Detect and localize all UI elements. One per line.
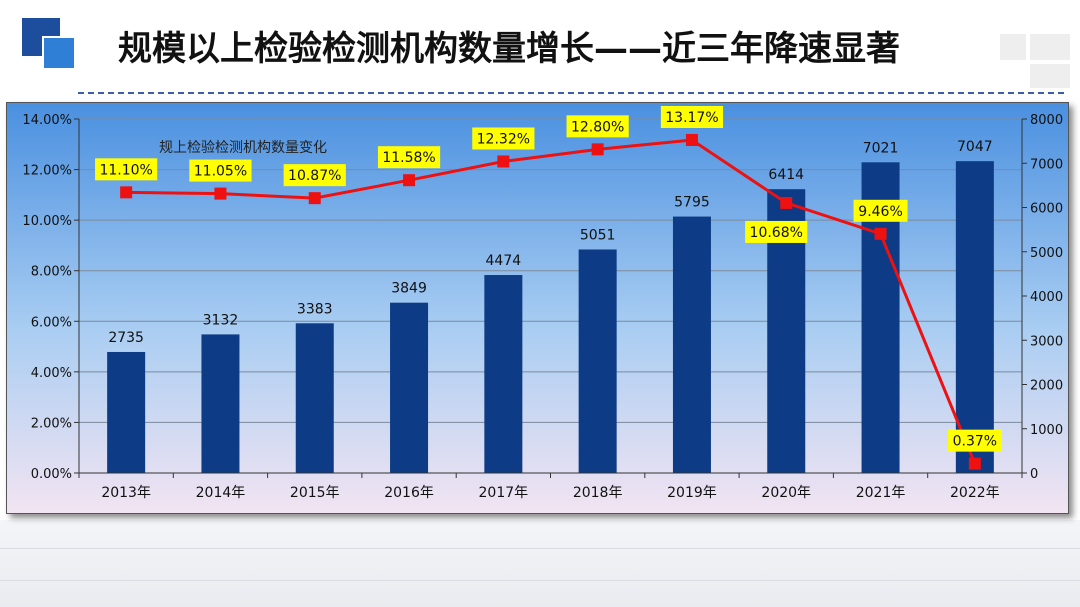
floor-line [0,580,1080,581]
decor-square [1030,34,1070,60]
rate-label: 12.80% [571,119,624,135]
y-right-tick-label: 1000 [1030,423,1063,438]
growth-rate-marker [591,143,604,156]
rate-label: 11.05% [194,164,247,180]
rate-label-box [283,164,346,187]
y-right-tick-label: 8000 [1030,113,1063,128]
growth-rate-marker [968,457,981,470]
y-right-tick-label: 4000 [1030,290,1063,305]
growth-rate-line [126,138,977,465]
growth-rate-marker [120,186,133,199]
page-title: 规模以上检验检测机构数量增长——近三年降速显著 [118,29,900,69]
bar [955,161,994,473]
y-left-tick-label: 14.00% [22,113,72,128]
x-tick-label: 2021年 [856,485,906,501]
growth-rate-marker [780,196,793,209]
bar [672,216,711,473]
rate-label-box [377,146,441,169]
x-tick-label: 2013年 [101,485,151,501]
growth-rate-marker [403,174,416,187]
bar-value-label: 7047 [957,139,993,155]
rate-label: 0.37% [953,434,997,450]
rate-label: 12.32% [477,131,530,147]
x-tick-label: 2022年 [950,485,1000,501]
y-left-tick-label: 10.00% [22,214,72,229]
y-left-tick-label: 12.00% [22,164,72,179]
bar-value-label: 3132 [203,312,239,328]
bar-value-label: 3849 [391,281,427,297]
bar-value-label: 3383 [297,301,333,317]
rate-label-box [947,429,1002,452]
growth-rate-marker [214,187,227,200]
bar-value-label: 5795 [674,195,710,211]
x-tick-label: 2015年 [290,485,340,501]
floor-line [0,548,1080,549]
y-right-tick-label: 7000 [1030,157,1063,172]
rate-label-box [745,220,808,243]
rate-label: 11.58% [382,150,435,166]
bar-value-label: 7021 [863,140,899,156]
y-right-tick-label: 3000 [1030,334,1063,349]
y-right-tick-label: 0 [1030,467,1038,482]
decor-square [1000,34,1026,60]
x-tick-label: 2014年 [196,485,246,501]
chart-subtitle: 规上检验检测机构数量变化 [159,140,327,156]
x-tick-label: 2020年 [761,485,811,501]
bar-value-label: 6414 [768,167,804,183]
y-left-tick-label: 4.00% [31,366,72,381]
y-left-tick-label: 6.00% [31,315,72,330]
bar [107,351,146,473]
title-divider [78,92,1064,94]
rate-label-box [95,158,158,181]
growth-rate-marker [685,133,698,146]
rate-label: 10.87% [288,168,341,184]
growth-rate-marker [308,192,321,205]
bar [578,249,617,473]
floor-background [0,520,1080,607]
combo-chart: 规上检验检测机构数量变化 2735 3132 3383 3849 4474 5051 579… [7,103,1068,513]
chart-background [7,103,1068,513]
x-tick-label: 2017年 [479,485,529,501]
bar [484,275,523,473]
x-tick-label: 2019年 [667,485,717,501]
rate-label-box [566,115,629,138]
rate-label: 9.46% [858,204,902,220]
y-left-tick-label: 8.00% [31,265,72,280]
bar [390,302,429,473]
y-right-tick-label: 6000 [1030,202,1063,217]
y-right-tick-label: 2000 [1030,379,1063,394]
bar-value-label: 4474 [486,253,522,269]
rate-label-box [660,105,724,128]
y-left-tick-label: 0.00% [31,467,72,482]
y-left-tick-label: 2.00% [31,416,72,431]
bar [201,334,240,473]
bar-value-label: 5051 [580,227,616,243]
rate-label: 11.10% [99,162,152,178]
rate-label: 13.17% [665,110,718,126]
growth-rate-marker [497,155,510,168]
rate-label-box [853,199,908,222]
decor-square [1030,64,1070,88]
bar-value-label: 2735 [108,330,144,346]
growth-rate-marker [874,227,887,240]
x-tick-label: 2016年 [384,485,434,501]
rate-label: 10.68% [750,225,803,241]
logo-square-light [42,36,76,70]
chart-container: 规上检验检测机构数量变化 2735 3132 3383 3849 4474 5051 579… [6,102,1069,514]
bar [295,323,334,473]
rate-label-box [472,127,535,150]
x-tick-label: 2018年 [573,485,623,501]
rate-label-box [189,159,252,182]
y-right-tick-label: 5000 [1030,246,1063,261]
